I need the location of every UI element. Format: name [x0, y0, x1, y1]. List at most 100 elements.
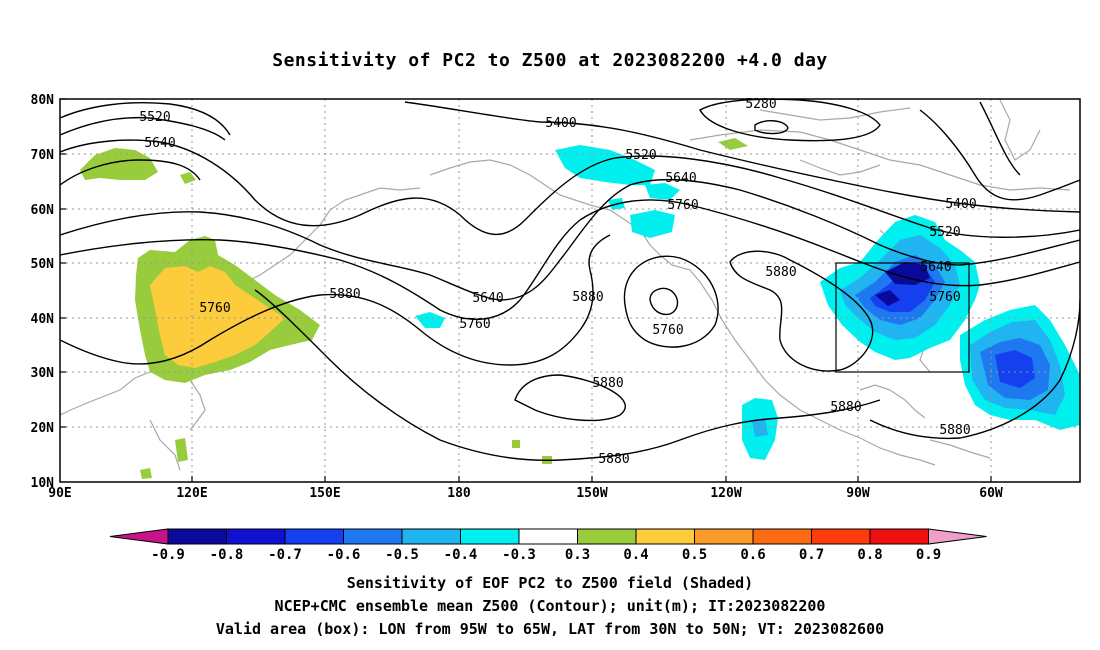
lon-label: 90E — [48, 486, 71, 501]
contour-5880-e — [869, 299, 1080, 440]
colorbar-label: 0.4 — [623, 547, 648, 563]
colorbar-label: -0.9 — [151, 547, 185, 563]
contour-5760-b — [623, 255, 719, 348]
lon-label: 90W — [846, 486, 870, 501]
contour-label: 5400 — [945, 197, 976, 212]
colorbar-cell — [518, 528, 578, 545]
colorbar-label: 0.6 — [740, 547, 765, 563]
colorbar-cell — [343, 528, 403, 545]
valid-area-box — [835, 262, 970, 373]
contour-5880-c — [514, 374, 626, 422]
contour-label: 5760 — [652, 323, 683, 338]
colorbar-cell — [226, 528, 286, 545]
contour-label: 5400 — [545, 116, 576, 131]
contour-outer-right-2 — [979, 101, 1021, 176]
negative-region-pacific — [555, 145, 655, 185]
lon-label: 120E — [176, 486, 207, 501]
contour-label: 5640 — [472, 291, 503, 306]
contour-outer-right — [919, 109, 1080, 201]
contour-label: 5760 — [929, 290, 960, 305]
lon-label: 60W — [979, 486, 1003, 501]
lon-label: 150W — [576, 486, 607, 501]
contour-label: 5640 — [665, 171, 696, 186]
contour-label: 5880 — [592, 376, 623, 391]
graticule — [60, 99, 1080, 482]
contour-5880-d — [729, 250, 874, 372]
colorbar-label: -0.3 — [502, 547, 536, 563]
lat-label: 80N — [31, 93, 55, 108]
contour-label: 5640 — [144, 136, 175, 151]
contour-label: 5520 — [625, 148, 656, 163]
contour-label: 5760 — [199, 301, 230, 316]
colorbar-label: 0.5 — [682, 547, 707, 563]
longitude-labels: 90E 120E 150E 180 150W 120W 90W 60W — [48, 486, 1003, 501]
colorbar-cell — [577, 528, 637, 545]
contour-5280-inner — [754, 120, 789, 135]
colorbar-label: 0.7 — [799, 547, 824, 563]
colorbar-max-arrow — [928, 528, 987, 545]
contour-5520-b — [60, 139, 1080, 238]
colorbar-label: 0.8 — [857, 547, 882, 563]
contour-label: 5280 — [745, 97, 776, 112]
contour-label: 5880 — [939, 423, 970, 438]
colorbar-label: 0.9 — [916, 547, 941, 563]
contour-5880-b — [254, 289, 881, 462]
positive-region-east-asia-core — [150, 266, 285, 368]
contour-label: 5520 — [929, 225, 960, 240]
colorbar-cell — [167, 528, 227, 545]
plot-frame — [59, 98, 1081, 483]
colorbar-label: -0.5 — [385, 547, 419, 563]
colorbar-cell — [752, 528, 812, 545]
colorbar-cell — [811, 528, 871, 545]
contour-5760-a — [60, 199, 1080, 320]
contour-labels: 5520 5640 5400 5280 5520 5640 5760 5400 … — [139, 97, 976, 467]
lat-label: 10N — [31, 476, 55, 491]
contour-label: 5880 — [765, 265, 796, 280]
lon-label: 150E — [309, 486, 340, 501]
contour-label: 5880 — [572, 290, 603, 305]
lat-label: 70N — [31, 148, 55, 163]
contour-5760-c — [649, 287, 679, 316]
contour-label: 5640 — [920, 260, 951, 275]
lon-label: 120W — [710, 486, 741, 501]
colorbar-label: -0.8 — [210, 547, 244, 563]
latitude-labels: 80N 70N 60N 50N 40N 30N 20N 10N — [31, 93, 55, 491]
colorbar-cell — [869, 528, 929, 545]
lat-label: 60N — [31, 203, 55, 218]
colorbar-label: -0.4 — [444, 547, 478, 563]
lat-label: 50N — [31, 257, 55, 272]
colorbar-min-arrow — [109, 528, 169, 545]
tick-marks — [60, 98, 992, 482]
lat-label: 30N — [31, 366, 55, 381]
footer-line-3: Valid area (box): LON from 95W to 65W, L… — [215, 620, 885, 638]
contour-label: 5760 — [459, 317, 490, 332]
z500-contours — [60, 99, 1080, 462]
contour-label: 5880 — [830, 400, 861, 415]
contour-5880-a — [60, 234, 611, 366]
colorbar-label: 0.3 — [565, 547, 590, 563]
colorbar: -0.9 -0.8 -0.7 -0.6 -0.5 -0.4 -0.3 0.3 0.4 0.5 0.6… — [109, 528, 987, 563]
footer-line-2: NCEP+CMC ensemble mean Z500 (Contour); u… — [274, 597, 826, 615]
contour-label: 5520 — [139, 110, 170, 125]
colorbar-cell — [284, 528, 344, 545]
colorbar-cell — [401, 528, 461, 545]
colorbar-cell — [460, 528, 520, 545]
lat-label: 40N — [31, 312, 55, 327]
contour-5400-a — [60, 102, 231, 136]
contour-label: 5880 — [598, 452, 629, 467]
lat-label: 20N — [31, 421, 55, 436]
colorbar-label: -0.7 — [268, 547, 302, 563]
contour-5640-b — [60, 178, 1080, 301]
footer-line-1: Sensitivity of EOF PC2 to Z500 field (Sh… — [346, 574, 754, 592]
positive-region-siberia — [80, 148, 158, 180]
contour-label: 5880 — [329, 287, 360, 302]
colorbar-cell — [694, 528, 754, 545]
contour-label: 5760 — [667, 198, 698, 213]
contour-5400-b — [404, 101, 1080, 213]
map-title: Sensitivity of PC2 to Z500 at 2023082200… — [272, 50, 828, 71]
contour-5640-a — [60, 159, 201, 186]
colorbar-label: -0.6 — [327, 547, 361, 563]
contour-5520-a — [60, 116, 226, 141]
colorbar-cell — [635, 528, 695, 545]
